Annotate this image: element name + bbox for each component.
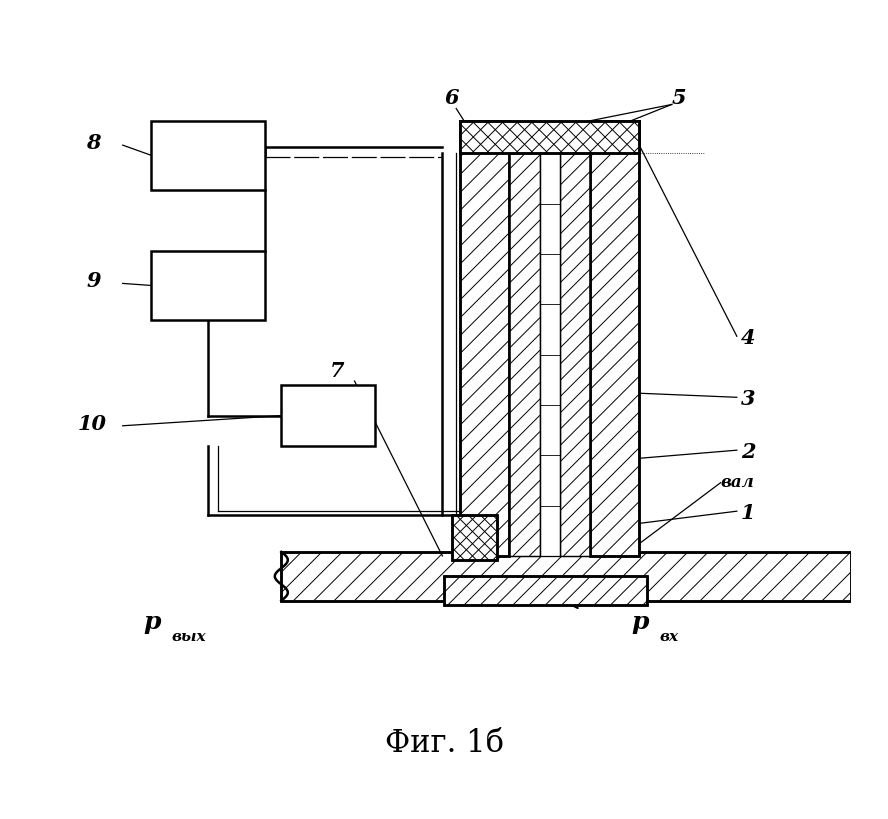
Bar	[460, 120, 639, 153]
Bar	[559, 153, 591, 556]
Bar	[509, 153, 540, 556]
Bar	[540, 153, 559, 556]
Bar	[591, 120, 639, 556]
Bar	[452, 515, 497, 560]
Text: 2: 2	[741, 442, 756, 462]
Text: 1: 1	[741, 504, 756, 523]
Bar	[460, 120, 639, 153]
Bar	[509, 153, 540, 556]
Bar	[460, 120, 509, 556]
Bar	[281, 552, 851, 600]
Bar	[509, 153, 540, 556]
Text: 7: 7	[330, 361, 345, 381]
Bar	[591, 120, 639, 556]
Bar	[559, 153, 591, 556]
Text: 4: 4	[741, 328, 756, 348]
Text: 10: 10	[78, 414, 107, 434]
Text: 3: 3	[741, 389, 756, 410]
Bar	[460, 120, 509, 556]
Text: вал: вал	[720, 473, 754, 491]
Text: 5: 5	[671, 88, 686, 108]
Text: р: р	[631, 610, 648, 634]
Text: 9: 9	[86, 271, 100, 292]
Bar	[281, 552, 851, 600]
Text: р: р	[143, 610, 161, 634]
Bar	[452, 515, 497, 560]
Bar	[559, 153, 591, 556]
Text: вых: вых	[171, 631, 206, 645]
Text: Фиг. 1б: Фиг. 1б	[385, 727, 503, 758]
Text: 8: 8	[86, 133, 100, 153]
Bar	[151, 120, 265, 190]
Bar	[281, 552, 851, 600]
Bar	[460, 120, 639, 153]
Bar	[591, 120, 639, 556]
Text: вх: вх	[660, 631, 678, 645]
Bar	[151, 251, 265, 320]
Bar	[444, 577, 647, 604]
Text: 6: 6	[444, 88, 458, 108]
Bar	[444, 577, 647, 604]
Bar	[460, 120, 509, 556]
Bar	[452, 515, 497, 560]
Bar	[444, 577, 647, 604]
Bar	[281, 385, 375, 446]
